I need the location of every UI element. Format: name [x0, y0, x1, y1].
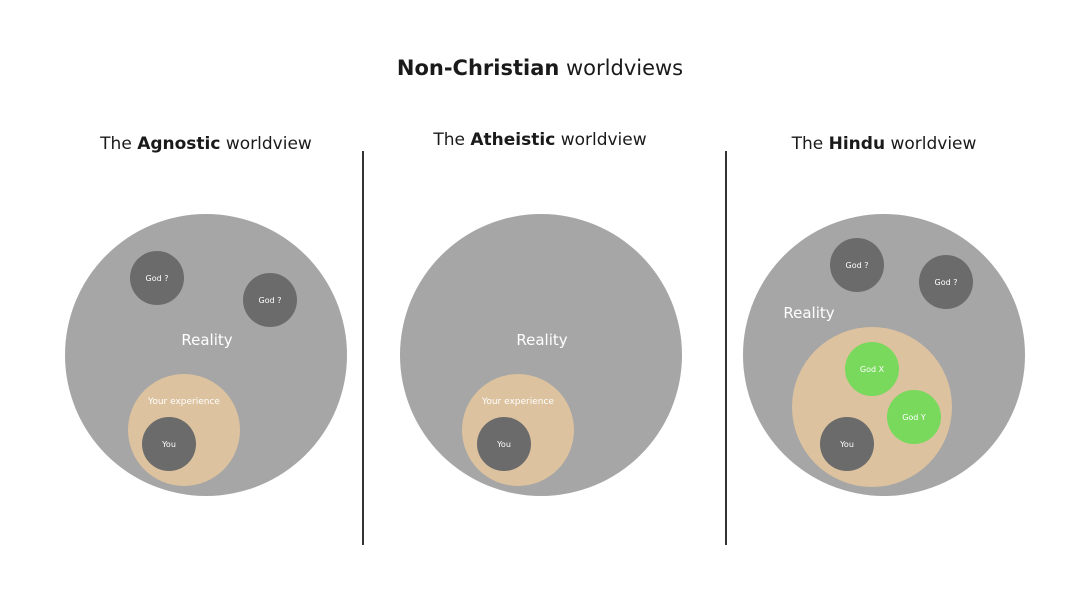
- agnostic-god-label-1: God ?: [145, 273, 169, 283]
- agnostic-god-circle-1: God ?: [130, 251, 184, 305]
- divider-left: [362, 151, 364, 545]
- hindu-panel-title: The Hindu worldview: [792, 134, 977, 154]
- agnostic-god-label-2: God ?: [258, 295, 282, 305]
- agnostic-reality-label: Reality: [181, 331, 233, 349]
- title-bold: Non-Christian: [396, 56, 560, 80]
- agnostic-you-circle: You: [142, 417, 196, 471]
- hindu-god-circle-2: God ?: [919, 255, 973, 309]
- hindu-you-circle: You: [820, 417, 874, 471]
- title-rest: worldviews: [559, 56, 684, 80]
- hindu-god-label-2: God ?: [934, 277, 958, 287]
- atheistic-title-bold: Atheistic: [470, 130, 556, 150]
- hindu-reality-label: Reality: [783, 304, 835, 322]
- agnostic-title-bold: Agnostic: [137, 134, 221, 154]
- agnostic-title-suffix: worldview: [220, 134, 312, 154]
- agnostic-you-label: You: [162, 439, 176, 449]
- hindu-god-y-label: God Y: [902, 412, 926, 422]
- atheistic-title-suffix: worldview: [555, 130, 647, 150]
- agnostic-experience-label: Your experience: [148, 397, 220, 407]
- atheistic-you-label: You: [497, 439, 511, 449]
- divider-right: [725, 151, 727, 545]
- hindu-god-y-circle: God Y: [887, 390, 941, 444]
- atheistic-experience-label: Your experience: [482, 397, 554, 407]
- hindu-god-label-1: God ?: [845, 260, 869, 270]
- atheistic-reality-label: Reality: [516, 331, 568, 349]
- hindu-title-prefix: The: [791, 134, 829, 154]
- agnostic-panel-title: The Agnostic worldview: [100, 134, 312, 154]
- hindu-you-label: You: [840, 439, 854, 449]
- hindu-god-circle-1: God ?: [830, 238, 884, 292]
- agnostic-god-circle-2: God ?: [243, 273, 297, 327]
- agnostic-title-prefix: The: [100, 134, 138, 154]
- hindu-god-x-label: God X: [859, 364, 885, 374]
- atheistic-you-circle: You: [477, 417, 531, 471]
- hindu-title-suffix: worldview: [885, 134, 977, 154]
- atheistic-panel-title: The Atheistic worldview: [433, 130, 646, 150]
- hindu-god-x-circle: God X: [845, 342, 899, 396]
- atheistic-title-prefix: The: [433, 130, 471, 150]
- page-title: Non-Christian worldviews: [0, 56, 1080, 80]
- hindu-title-bold: Hindu: [828, 134, 886, 154]
